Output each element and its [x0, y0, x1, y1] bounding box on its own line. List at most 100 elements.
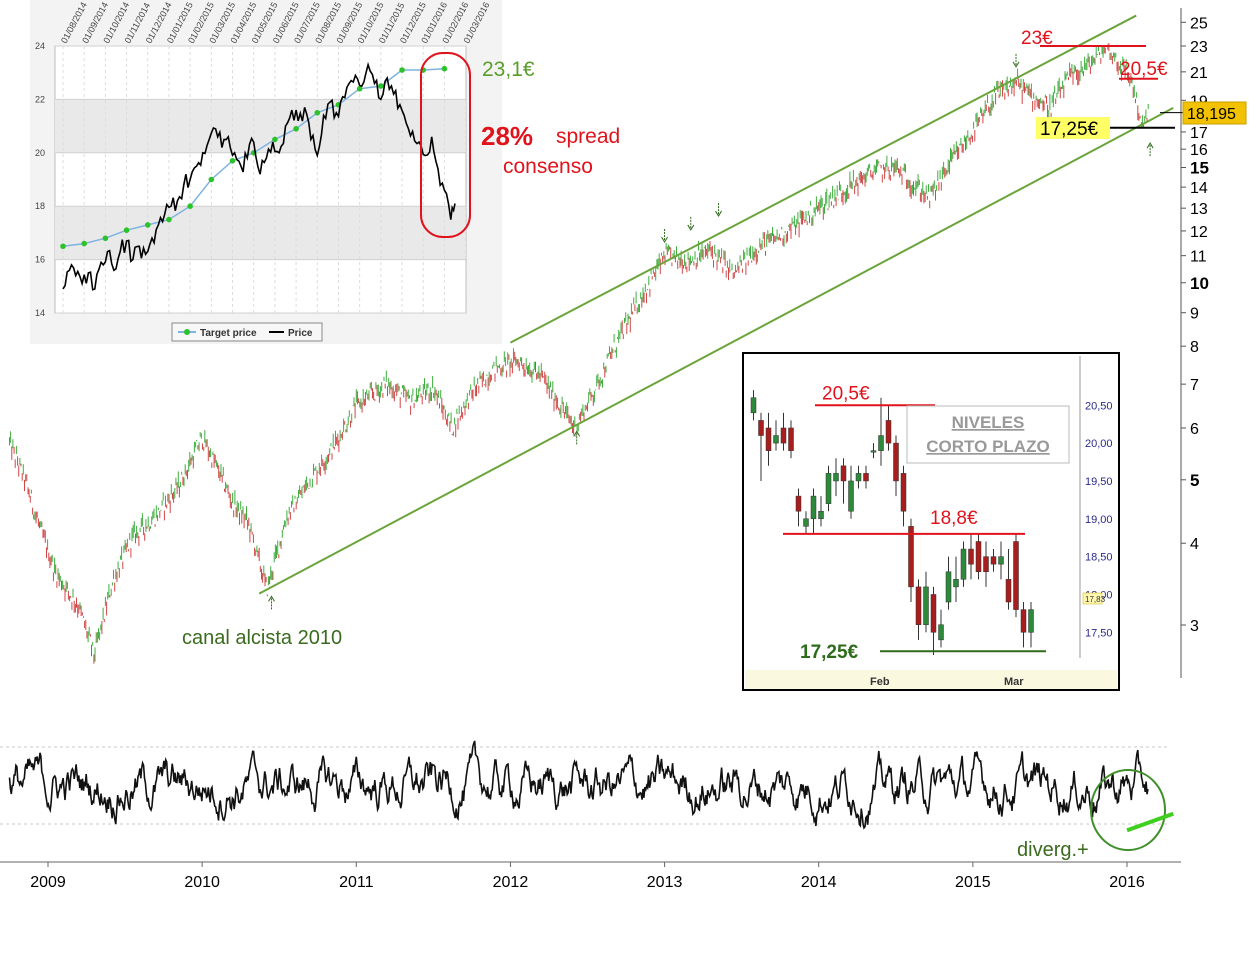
touch-arrow-head [715, 210, 722, 218]
candle-up [878, 435, 884, 451]
y-tick-label: 25 [1190, 15, 1208, 32]
inset1-legend: Target price Price [171, 322, 323, 342]
candle-down [863, 473, 869, 482]
candle-down [983, 556, 989, 573]
y-tick-label: 4 [1190, 536, 1199, 553]
candle-down [788, 427, 794, 451]
candle-down [893, 442, 899, 482]
canal-upper [509, 14, 1137, 344]
candle-up [818, 510, 824, 520]
inset1-y-label: 16 [35, 255, 45, 265]
candle-down [1013, 541, 1019, 610]
candle-up [825, 473, 832, 504]
target-point [229, 158, 236, 164]
target-point [293, 125, 299, 132]
y-tick-label: 12 [1190, 224, 1208, 241]
candle-down [758, 420, 764, 436]
target-point [60, 243, 66, 250]
divergence-label: diverg.+ [1017, 839, 1089, 861]
target-point [356, 85, 363, 92]
spread-text-consenso: consenso [503, 155, 593, 178]
support-label: 17,25€ [1040, 119, 1099, 140]
target-point [166, 216, 172, 223]
inset2-y-label: 20,50 [1085, 400, 1113, 412]
inset1-price-series [62, 61, 456, 291]
touch-arrow-head [1012, 61, 1020, 68]
target-point [378, 83, 384, 89]
x-tick-label: 2009 [30, 874, 66, 891]
x-tick-label: 2012 [493, 874, 529, 891]
target-point [399, 67, 405, 73]
y-tick-label: 7 [1190, 377, 1199, 394]
touch-arrow-head [687, 224, 695, 231]
canal-lower [258, 107, 1174, 595]
y-tick-label: 16 [1190, 142, 1208, 159]
inset1-y-label: 18 [35, 201, 45, 211]
candle-up [945, 571, 952, 603]
candle-down [795, 495, 802, 512]
inset1-band [55, 99, 466, 153]
x-tick-label: 2010 [184, 874, 220, 891]
y-tick-label: 11 [1190, 249, 1207, 266]
x-tick-label: 2013 [647, 874, 683, 891]
y-tick-label: 6 [1190, 421, 1199, 438]
oscillator-path [8, 740, 1149, 830]
inset2-level-label: 20,5€ [822, 383, 870, 404]
divergence-trendline [1126, 811, 1174, 833]
resistance-label: 20,5€ [1120, 59, 1168, 80]
price-series [9, 42, 1149, 664]
y-tick-label: 5 [1190, 471, 1199, 490]
target-point [81, 240, 87, 247]
niveles-title-line1: NIVELES [952, 413, 1025, 432]
inset2-xlabel-feb: Feb [870, 676, 890, 688]
main-price-chart: 3456789101112131415161719212325 canal al… [9, 8, 1247, 678]
candle-up [870, 450, 877, 453]
x-tick-label: 2016 [1109, 874, 1145, 891]
candle-up [938, 624, 944, 641]
inset2-y-label: 19,00 [1085, 514, 1113, 526]
legend-price-label: Price [288, 328, 313, 339]
last-price-tag-bg [1182, 101, 1247, 125]
y-tick-label: 3 [1190, 618, 1199, 635]
inset2-y-label: 18,50 [1085, 552, 1113, 564]
candle-down [765, 427, 772, 451]
niveles-title-line2: CORTO PLAZO [926, 437, 1049, 456]
x-axis-labels: 2009 2010 2011 2012 2013 2014 2015 2016 [30, 862, 1145, 891]
candle-up [855, 473, 862, 482]
candle-up [923, 586, 929, 625]
candle-down [930, 594, 937, 633]
last-price-tag: 18,195 [1187, 106, 1236, 123]
inset2-xaxis-band [745, 670, 1117, 689]
x-tick-label: 2014 [801, 874, 837, 891]
candle-up [998, 556, 1004, 565]
inset1-y-label: 22 [35, 94, 45, 104]
candle-up [833, 473, 839, 482]
target-point [144, 222, 151, 228]
candle-down [1005, 579, 1012, 603]
channel-lines [258, 14, 1174, 595]
target-point [272, 136, 278, 143]
price-levels [1040, 45, 1183, 129]
spread-highlight-box [420, 52, 471, 238]
inset2-last-tag: 17,83 [1085, 595, 1106, 604]
inset1-band [55, 206, 466, 260]
divergence-line [1126, 811, 1174, 833]
y-tick-label: 10 [1190, 274, 1209, 293]
x-tick-label: 2011 [339, 874, 374, 891]
spread-value: 28% [481, 121, 533, 151]
y-tick-label: 9 [1190, 306, 1199, 323]
candle-down [1020, 609, 1027, 633]
target-point [441, 65, 448, 72]
inset2-level-label: 18,8€ [930, 508, 978, 529]
candle-up [750, 397, 757, 414]
legend-target-label: Target price [200, 328, 257, 339]
target-point [123, 227, 130, 234]
candle-up [960, 548, 967, 580]
oscillator-line [8, 740, 1149, 830]
inset2-xlabel-mar: Mar [1004, 676, 1024, 688]
candle-up [810, 495, 817, 520]
